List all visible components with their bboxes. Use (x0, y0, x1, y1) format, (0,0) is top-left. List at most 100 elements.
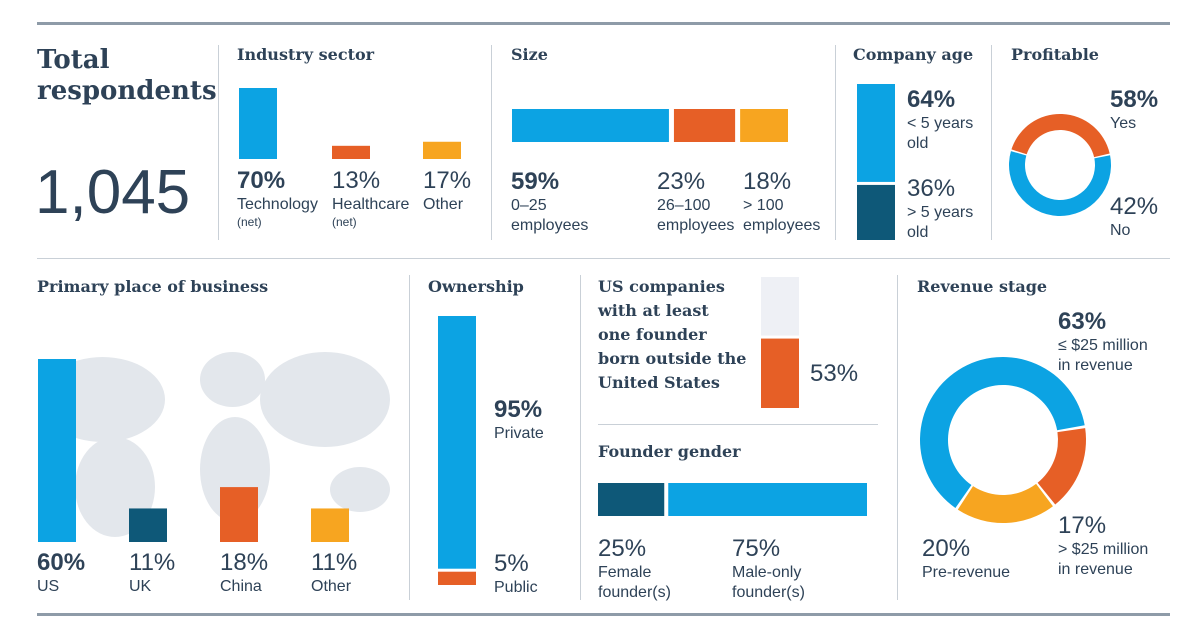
size-line: 0–25 (511, 197, 547, 214)
bottom-rule (37, 613, 1170, 616)
total-title-line: respondents (37, 76, 217, 106)
founder-born-title: US companies with at least one founder b… (598, 275, 746, 395)
revenue-donut-chart (919, 356, 1086, 523)
gender-bar-segment (598, 483, 665, 516)
place-item: 18% China (220, 549, 268, 597)
industry-item: 70% Technology (net) (237, 167, 318, 229)
founder-born-bar-remainder (761, 277, 799, 336)
ownership-title: Ownership (428, 277, 524, 296)
map-landmass (330, 467, 390, 512)
total-title-line: Total (37, 45, 110, 75)
gender-title: Founder gender (598, 442, 741, 461)
place-label: China (220, 578, 262, 595)
size-item: 18% > 100 employees (743, 168, 820, 236)
place-item: 60% US (37, 549, 85, 597)
place-label: US (37, 578, 60, 595)
profitable-label: No (1110, 222, 1131, 239)
revenue-pct: 63% (1058, 308, 1107, 335)
profitable-title: Profitable (1011, 45, 1099, 64)
ownership-label: Public (494, 579, 538, 596)
ownership-pct: 95% (494, 396, 543, 423)
revenue-line: in revenue (1058, 561, 1133, 578)
middle-divider (37, 258, 1170, 259)
ownership-item: 5% Public (494, 550, 538, 598)
profitable-donut-slice (1009, 151, 1111, 216)
size-line: > 100 (743, 197, 784, 214)
gender-bar-segment (668, 483, 867, 516)
revenue-line: > $25 million (1058, 541, 1149, 558)
size-pct: 23% (657, 168, 706, 195)
divider (491, 45, 492, 240)
size-item: 23% 26–100 employees (657, 168, 734, 236)
industry-bar (332, 145, 370, 159)
profitable-donut-chart (1009, 113, 1111, 216)
ownership-bar-chart (438, 316, 476, 585)
revenue-item: 17% > $25 million in revenue (1058, 512, 1148, 580)
gender-pct: 25% (598, 535, 647, 562)
revenue-line: in revenue (1058, 357, 1133, 374)
industry-label: Healthcare (332, 196, 410, 213)
age-bar-chart (857, 84, 895, 240)
age-bar-segment (857, 84, 895, 182)
industry-bar-chart (239, 88, 461, 159)
founder-born-title-line: United States (598, 373, 720, 392)
place-bar-chart (38, 359, 349, 542)
gender-line: Female (598, 564, 652, 581)
profitable-label: Yes (1110, 115, 1137, 132)
gender-line: founder(s) (732, 584, 805, 601)
ownership-bar-segment (438, 571, 476, 585)
profitable-pct: 42% (1110, 193, 1159, 220)
revenue-line: Pre-revenue (922, 564, 1011, 581)
size-bar-segment (740, 109, 788, 142)
industry-bar (423, 141, 461, 159)
place-pct: 60% (37, 549, 86, 576)
revenue-donut-slice (1037, 428, 1086, 505)
age-title: Company age (853, 45, 974, 64)
founder-born-title-line: one founder (598, 325, 707, 344)
age-item: 64% < 5 years old (907, 86, 973, 154)
gender-item: 75% Male-only founder(s) (732, 535, 805, 603)
industry-pct: 13% (332, 167, 381, 194)
divider (598, 424, 878, 425)
place-title: Primary place of business (37, 277, 269, 296)
gender-line: founder(s) (598, 584, 671, 601)
industry-item: 17% Other (423, 167, 471, 215)
revenue-pct: 20% (922, 535, 971, 562)
founder-born-pct: 53% (810, 360, 859, 387)
founder-born-bar (761, 338, 799, 408)
revenue-title: Revenue stage (917, 277, 1048, 296)
place-pct: 11% (311, 549, 358, 576)
revenue-line: ≤ $25 million (1058, 337, 1148, 354)
divider (409, 275, 410, 600)
ownership-pct: 5% (494, 550, 529, 577)
founder-born-title-line: US companies (598, 277, 725, 296)
age-item: 36% > 5 years old (907, 175, 973, 243)
ownership-label: Private (494, 425, 544, 442)
place-bar (311, 508, 349, 542)
revenue-item: 20% Pre-revenue (922, 535, 1010, 583)
industry-bar (239, 88, 277, 159)
revenue-donut-slice (919, 356, 1085, 508)
size-bar-segment (673, 109, 736, 142)
industry-pct: 70% (237, 167, 286, 194)
age-line: > 5 years (907, 204, 974, 221)
place-pct: 11% (129, 549, 176, 576)
size-pct: 59% (511, 168, 560, 195)
industry-sub: (net) (332, 215, 357, 229)
divider (897, 275, 898, 600)
industry-label: Other (423, 196, 464, 213)
map-landmass (200, 352, 265, 407)
gender-line: Male-only (732, 564, 802, 581)
place-label: UK (129, 578, 152, 595)
revenue-donut-slice (957, 483, 1053, 523)
size-pct: 18% (743, 168, 792, 195)
ownership-item: 95% Private (494, 396, 544, 444)
revenue-pct: 17% (1058, 512, 1107, 539)
industry-item: 13% Healthcare (net) (332, 167, 409, 229)
divider (835, 45, 836, 240)
founder-born-title-line: born outside the (598, 349, 747, 368)
age-pct: 64% (907, 86, 956, 113)
profitable-item: 42% No (1110, 193, 1158, 241)
industry-title: Industry sector (237, 45, 375, 64)
divider (218, 45, 219, 240)
